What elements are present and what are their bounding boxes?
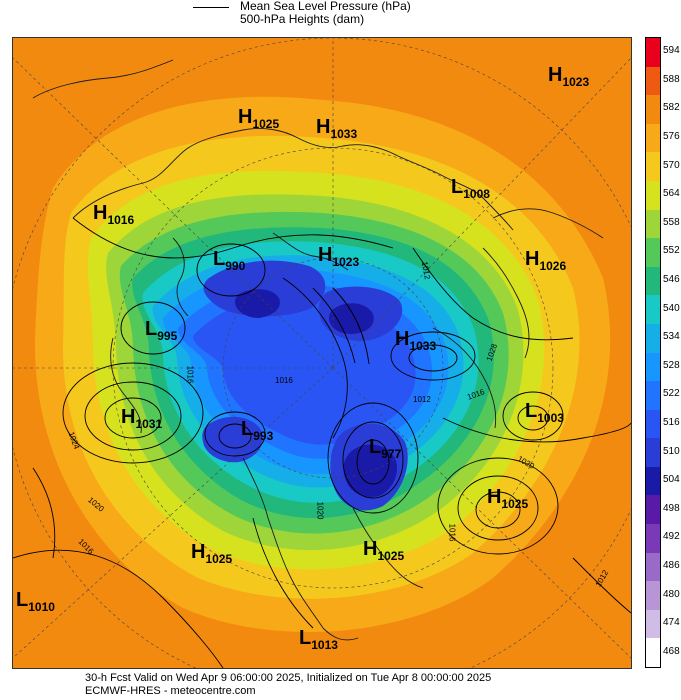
colorbar-level-label: 474: [663, 617, 680, 629]
colorbar-level-label: 480: [663, 588, 680, 600]
colorbar-level-label: 504: [663, 474, 680, 486]
colorbar-cell: [646, 238, 660, 268]
colorbar-cell: [646, 438, 660, 468]
footer: 30-h Fcst Valid on Wed Apr 9 06:00:00 20…: [85, 672, 491, 698]
pressure-center-label: L1003: [525, 400, 564, 425]
colorbar-level-label: 564: [663, 188, 680, 200]
pressure-center-label: L977: [369, 436, 402, 461]
pressure-center-label: H1025: [363, 538, 405, 563]
colorbar-level-label: 594: [663, 45, 680, 57]
colorbar-cell: [646, 409, 660, 439]
legend-title: Mean Sea Level Pressure (hPa): [240, 0, 411, 13]
height-field: [13, 38, 631, 668]
colorbar-cell: [646, 266, 660, 296]
coastlines: [32, 59, 604, 641]
pressure-center-label: H1023: [318, 244, 360, 269]
colorbar-level-label: 498: [663, 502, 680, 514]
colorbar-level-label: 486: [663, 559, 680, 571]
colorbar-level-label: 588: [663, 73, 680, 85]
colorbar-level-label: 546: [663, 274, 680, 286]
colorbar-level-label: 522: [663, 388, 680, 400]
forecast-valid-text: 30-h Fcst Valid on Wed Apr 9 06:00:00 20…: [85, 672, 492, 684]
height-contour-fills: [34, 96, 611, 633]
pressure-center-label: H1031: [121, 406, 163, 431]
colorbar-level-label: 570: [663, 159, 680, 171]
colorbar-cell: [646, 295, 660, 325]
map-legend: Mean Sea Level Pressure (hPa) 500-hPa He…: [190, 0, 490, 28]
height-colorbar: [645, 37, 661, 668]
colorbar-level-label: 528: [663, 359, 680, 371]
pressure-center-label: L1010: [16, 589, 55, 614]
pressure-center-label: H1025: [487, 486, 529, 511]
colorbar-level-label: 492: [663, 531, 680, 543]
colorbar-level-label: 534: [663, 331, 680, 343]
isobars: [13, 217, 631, 668]
colorbar-level-label: 516: [663, 416, 680, 428]
weather-map: H1025 H1033 H1023 L1008 H1016 L990 H1023…: [12, 37, 632, 669]
colorbar-level-label: 540: [663, 302, 680, 314]
pressure-center-label: H1025: [191, 541, 233, 566]
colorbar-cell: [646, 552, 660, 582]
colorbar-cell: [646, 323, 660, 353]
colorbar-cell: [646, 209, 660, 239]
colorbar-cell: [646, 66, 660, 96]
colorbar-level-label: 576: [663, 131, 680, 143]
colorbar-cell: [646, 381, 660, 411]
pressure-center-label: L990: [213, 248, 246, 273]
colorbar-level-label: 582: [663, 102, 680, 114]
colorbar-cell: [646, 180, 660, 211]
isobar-label: 1016: [447, 523, 457, 542]
colorbar-level-label: 558: [663, 216, 680, 228]
colorbar-level-label: 468: [663, 645, 680, 657]
legend-subtitle: 500-hPa Heights (dam): [240, 12, 365, 26]
colorbar-cell: [646, 495, 660, 525]
isobar-label: 1016: [275, 376, 293, 385]
colorbar-cell: [646, 638, 660, 668]
pressure-center-label: L1008: [451, 176, 490, 201]
colorbar-cell: [646, 581, 660, 611]
colorbar-cell: [646, 352, 660, 382]
colorbar-cell: [646, 524, 660, 554]
isobar-label: 1020: [315, 501, 325, 520]
colorbar-cell: [646, 466, 660, 496]
colorbar-cell: [646, 152, 660, 182]
colorbar-cell: [646, 38, 660, 68]
pressure-center-label: L993: [241, 418, 274, 443]
pressure-center-label: H1033: [395, 328, 437, 353]
colorbar-cell: [646, 123, 660, 153]
pressure-center-label: H1025: [238, 106, 280, 131]
pressure-center-label: H1026: [525, 248, 567, 273]
pressure-center-label: H1023: [548, 64, 590, 89]
colorbar-level-label: 552: [663, 245, 680, 257]
colorbar-cell: [646, 609, 660, 639]
pressure-center-label: L1013: [299, 627, 338, 652]
pressure-center-label: L995: [145, 318, 178, 343]
isobar-label: 1012: [413, 395, 431, 404]
colorbar-level-label: 510: [663, 445, 680, 457]
pressure-center-label: H1016: [93, 202, 135, 227]
pressure-center-label: H1033: [316, 116, 358, 141]
isobar-legend-swatch: [193, 7, 229, 8]
model-source-text: ECMWF-HRES - meteocentre.com: [85, 685, 256, 697]
colorbar-cell: [646, 95, 660, 125]
isobar-label: 1016: [185, 365, 195, 384]
